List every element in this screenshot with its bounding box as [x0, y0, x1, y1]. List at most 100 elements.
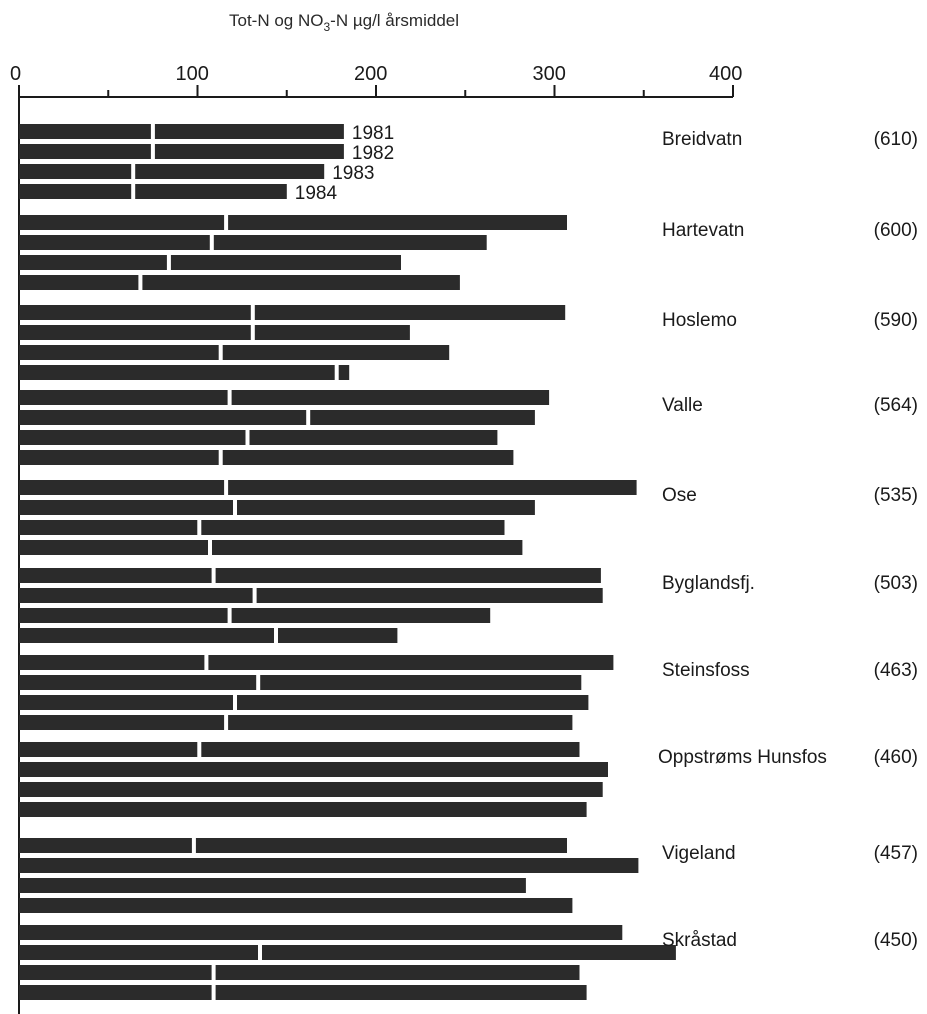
bar-tot-n [19, 838, 567, 853]
year-label: 1982 [352, 143, 394, 164]
marker-no3-n [224, 714, 229, 731]
bar-tot-n [19, 124, 344, 139]
station-name-label: Breidvatn [662, 129, 742, 150]
bar-tot-n [19, 144, 344, 159]
station-name-label: Vigeland [662, 843, 736, 864]
marker-no3-n [131, 183, 136, 200]
bar-tot-n [19, 325, 410, 340]
station-name-label: Skråstad [662, 930, 737, 951]
year-label: 1984 [295, 183, 338, 204]
marker-no3-n [197, 519, 202, 536]
bar-tot-n [19, 480, 637, 495]
bar-tot-n [19, 762, 608, 777]
marker-no3-n [274, 627, 278, 644]
marker-no3-n [224, 479, 229, 496]
bar-tot-n [19, 898, 573, 913]
marker-no3-n [197, 741, 202, 758]
bar-tot-n [19, 878, 526, 893]
marker-no3-n [233, 499, 237, 516]
title-part-main: Tot-N og NO [229, 11, 323, 30]
bar-tot-n [19, 235, 487, 250]
bar-tot-n [19, 675, 582, 690]
bars [19, 123, 676, 1001]
marker-no3-n [211, 984, 216, 1001]
bar-tot-n [19, 430, 498, 445]
title-part-rest: -N µg/l årsmiddel [330, 11, 459, 30]
marker-no3-n [250, 324, 255, 341]
bar-tot-n [19, 588, 603, 603]
marker-no3-n [252, 587, 257, 604]
station-code-label: (503) [874, 573, 918, 594]
bar-tot-n [19, 965, 580, 980]
station-code-label: (460) [874, 747, 918, 768]
marker-no3-n [227, 389, 232, 406]
marker-no3-n [138, 274, 143, 291]
marker-no3-n [131, 163, 136, 180]
bar-tot-n [19, 520, 505, 535]
bar-tot-n [19, 715, 573, 730]
bar-tot-n [19, 628, 398, 643]
marker-no3-n [150, 123, 155, 140]
bar-tot-n [19, 255, 401, 270]
station-code-label: (535) [874, 485, 918, 506]
bar-tot-n [19, 500, 535, 515]
bar-tot-n [19, 390, 550, 405]
x-tick-label: 0 [10, 63, 21, 85]
marker-no3-n [209, 234, 214, 251]
bar-tot-n [19, 184, 287, 199]
marker-no3-n [166, 254, 171, 271]
marker-no3-n [256, 674, 261, 691]
station-name-label: Hoslemo [662, 310, 737, 331]
bar-tot-n [19, 568, 601, 583]
bar-tot-n [19, 945, 676, 960]
marker-no3-n [211, 567, 216, 584]
bar-tot-n [19, 410, 535, 425]
bar-tot-n [19, 450, 514, 465]
bar-tot-n [19, 305, 566, 320]
bar-tot-n [19, 275, 460, 290]
bar-tot-n [19, 925, 623, 940]
marker-no3-n [218, 449, 223, 466]
bar-tot-n [19, 742, 580, 757]
station-code-label: (610) [874, 129, 918, 150]
chart-title: Tot-N og NO3-N µg/l årsmiddel [229, 11, 459, 34]
marker-no3-n [224, 214, 229, 231]
marker-no3-n [233, 694, 237, 711]
station-name-label: Ose [662, 485, 697, 506]
marker-no3-n [191, 837, 196, 854]
marker-no3-n [150, 143, 155, 160]
bar-tot-n [19, 695, 589, 710]
station-name-label: Oppstrøms Hunsfos [658, 747, 827, 768]
marker-no3-n [245, 429, 250, 446]
station-code-label: (590) [874, 310, 918, 331]
bar-tot-n [19, 215, 567, 230]
bar-tot-n [19, 985, 587, 1000]
station-code-label: (450) [874, 930, 918, 951]
x-tick-label: 100 [176, 63, 209, 85]
marker-no3-n [218, 344, 223, 361]
station-name-label: Steinsfoss [662, 660, 750, 681]
marker-no3-n [258, 944, 262, 961]
bar-tot-n [19, 608, 491, 623]
year-label: 1981 [352, 123, 394, 144]
bar-tot-n [19, 365, 350, 380]
marker-no3-n [334, 364, 339, 381]
marker-no3-n [204, 654, 209, 671]
station-name-label: Valle [662, 395, 703, 416]
station-code-label: (463) [874, 660, 918, 681]
marker-no3-n [250, 304, 255, 321]
marker-no3-n [227, 607, 232, 624]
station-name-label: Hartevatn [662, 220, 744, 241]
bar-tot-n [19, 858, 639, 873]
station-code-label: (564) [874, 395, 918, 416]
bar-tot-n [19, 345, 450, 360]
x-tick-label: 400 [709, 63, 742, 85]
station-name-label: Byglandsfj. [662, 573, 755, 594]
bar-tot-n [19, 802, 587, 817]
title-part-subscript: 3 [323, 20, 330, 34]
bar-tot-n [19, 164, 325, 179]
x-tick-label: 200 [354, 63, 387, 85]
bar-tot-n [19, 655, 614, 670]
